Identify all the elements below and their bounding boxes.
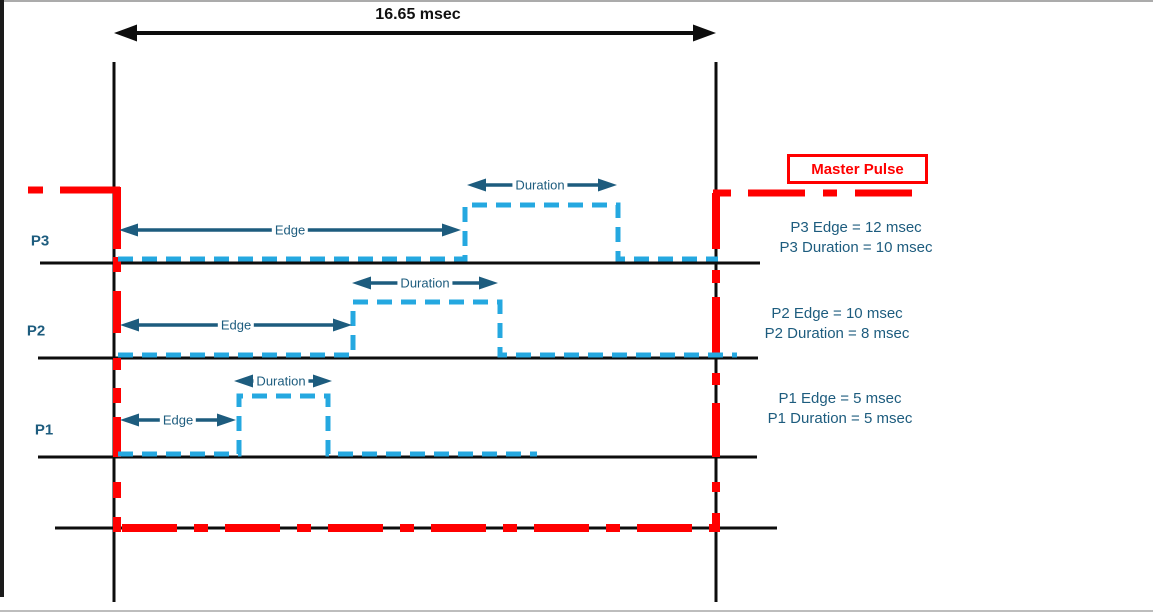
p1-duration-value: P1 Duration = 5 msec [767,410,913,427]
arrowhead-right-icon [479,276,498,290]
arrowhead-left-icon [467,178,486,192]
slide-left-border [0,0,4,597]
period-label: 16.65 msec [375,6,461,23]
p3-timing-info: P3 Edge = 12 msec P3 Duration = 10 msec [780,218,933,258]
arrowhead-right-icon [313,374,332,388]
arrowhead-left-icon [114,24,137,42]
master-pulse-waveform [28,186,912,532]
master-pulse-legend: Master Pulse [787,154,928,184]
p3-pulse-waveform [118,202,718,262]
p2-duration-arrow-label: Duration [397,275,453,291]
period-boundary-lines [112,62,718,602]
p1-edge-arrow-label: Edge [159,412,197,428]
arrowhead-left-icon [120,413,139,427]
p2-edge-value: P2 Edge = 10 msec [771,305,903,322]
p3-edge-arrow-label: Edge [271,222,309,238]
p2-pulse-waveform [118,299,737,358]
arrowhead-left-icon [234,374,253,388]
arrowhead-right-icon [333,318,352,332]
p3-duration-arrow-label: Duration [512,177,568,193]
slide-bottom-border [0,610,1153,612]
p2-duration-value: P2 Duration = 8 msec [764,325,910,342]
period-dimension-arrow [114,24,716,42]
arrowhead-left-icon [352,276,371,290]
arrowhead-right-icon [693,24,716,42]
p2-channel-label: P2 [26,322,46,340]
p3-edge-value: P3 Edge = 12 msec [790,219,922,236]
arrowhead-left-icon [120,318,139,332]
arrowhead-right-icon [598,178,617,192]
p3-duration-value: P3 Duration = 10 msec [779,239,933,256]
p1-edge-value: P1 Edge = 5 msec [778,390,902,407]
arrowhead-left-icon [119,223,138,237]
p1-channel-label: P1 [34,421,54,439]
arrowhead-right-icon [442,223,461,237]
master-pulse-legend-label: Master Pulse [811,160,904,178]
p2-timing-info: P2 Edge = 10 msec P2 Duration = 8 msec [765,304,910,344]
p3-channel-label: P3 [30,232,50,250]
p1-pulse-waveform [118,393,537,457]
slide-top-border [0,0,1153,2]
arrowhead-right-icon [217,413,236,427]
p2-edge-arrow-label: Edge [217,317,255,333]
p1-timing-info: P1 Edge = 5 msec P1 Duration = 5 msec [768,389,913,429]
p1-duration-arrow-label: Duration [253,373,309,389]
